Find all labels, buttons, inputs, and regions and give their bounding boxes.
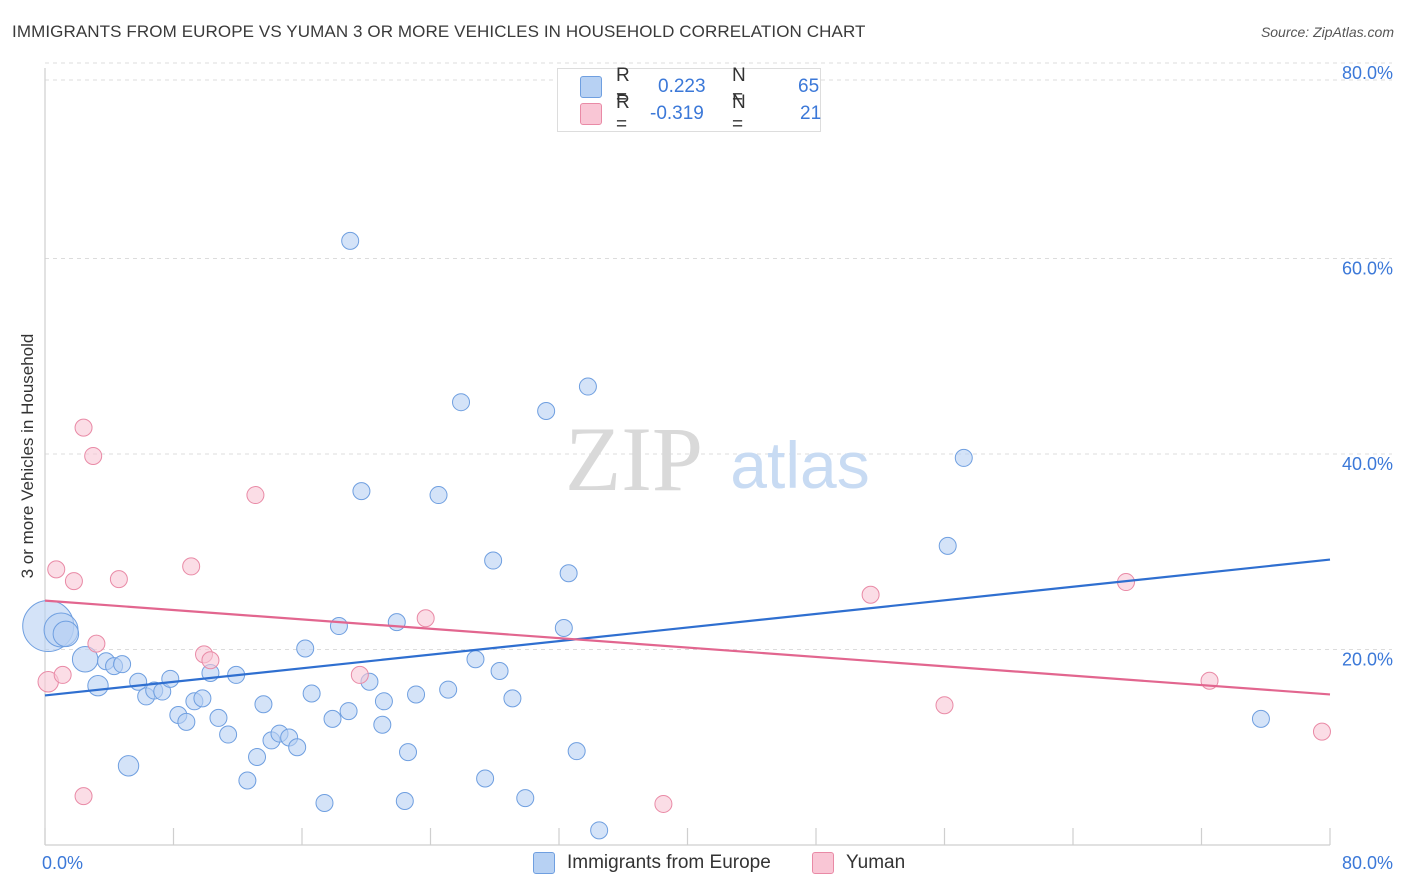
yuman-trend-line [44, 599, 1331, 696]
legend-r-label: R = [616, 65, 630, 108]
legend-n-label: N = [732, 92, 746, 135]
europe-point [395, 792, 414, 811]
x-tick-label: 80.0% [1342, 853, 1393, 873]
europe-point [352, 482, 371, 501]
europe-point [399, 743, 418, 762]
yuman-point [74, 418, 93, 437]
europe-point [578, 377, 597, 396]
legend-item-europe: Immigrants from Europe [533, 852, 771, 874]
chart-source: Source: ZipAtlas.com [1260, 24, 1394, 40]
europe-point [374, 692, 393, 711]
legend-n-label: N = [732, 65, 746, 108]
legend-swatch-europe [580, 76, 602, 98]
yuman-point [201, 651, 220, 670]
europe-point [315, 793, 334, 812]
legend-n-value: 65 [798, 76, 820, 97]
yuman-point [182, 557, 201, 576]
europe-point [373, 715, 392, 734]
legend-n-value: 21 [800, 103, 822, 124]
europe-point [87, 674, 109, 697]
yuman-point [935, 696, 954, 715]
yuman-point [861, 585, 880, 604]
europe-point [559, 564, 578, 583]
correlation-legend: R = 0.223 N = 65 R = -0.319 N = 21 [557, 65, 822, 135]
europe-point [439, 680, 458, 699]
europe-point [254, 695, 273, 714]
yuman-point [47, 560, 66, 579]
europe-point [193, 689, 212, 708]
yuman-point [87, 634, 106, 653]
europe-point [339, 702, 358, 721]
legend-item-yuman: Yuman [812, 852, 905, 874]
yuman-point [84, 446, 103, 465]
europe-point [209, 708, 228, 727]
legend-swatch-europe [533, 852, 555, 874]
europe-point [113, 655, 132, 674]
legend-r-label: R = [616, 92, 630, 135]
legend-swatch-yuman [812, 852, 834, 874]
yuman-point [109, 570, 128, 589]
europe-point [177, 712, 196, 731]
europe-point [161, 669, 180, 688]
europe-point [938, 536, 957, 555]
yuman-point [246, 486, 265, 505]
europe-point [302, 684, 321, 703]
axes [44, 68, 1331, 846]
grid-lines [45, 62, 1392, 650]
europe-point [1251, 709, 1270, 728]
europe-trend-line [44, 558, 1331, 697]
europe-point [590, 821, 609, 840]
legend-swatch-yuman [580, 103, 602, 125]
europe-point [484, 551, 503, 570]
europe-point [466, 650, 485, 669]
europe-point [329, 617, 348, 636]
data-points [22, 231, 1331, 840]
europe-point [429, 486, 448, 505]
europe-point [954, 448, 973, 467]
y-tick-label: 80.0% [1342, 63, 1393, 83]
europe-point [407, 685, 426, 704]
europe-point [323, 709, 342, 728]
europe-point [554, 618, 573, 637]
y-tick-label: 40.0% [1342, 454, 1393, 474]
europe-point [52, 620, 80, 648]
trend-lines [44, 558, 1331, 697]
europe-point [387, 613, 406, 632]
watermark-zip: ZIP [565, 408, 703, 510]
europe-point [248, 748, 267, 767]
yuman-point [416, 609, 435, 628]
europe-point [516, 789, 535, 808]
europe-point [288, 738, 307, 757]
chart-title: IMMIGRANTS FROM EUROPE VS YUMAN 3 OR MOR… [12, 22, 866, 41]
legend-label-europe: Immigrants from Europe [567, 852, 771, 873]
europe-point [238, 771, 257, 790]
x-tick-label: 0.0% [42, 853, 83, 873]
europe-point [219, 725, 238, 744]
yuman-point [74, 787, 93, 806]
europe-point [341, 231, 360, 250]
legend-r-value: -0.319 [650, 103, 704, 124]
yuman-point [53, 665, 72, 684]
europe-point [503, 689, 522, 708]
europe-point [296, 639, 315, 658]
europe-point [567, 742, 586, 761]
y-tick-label: 20.0% [1342, 650, 1393, 670]
tick-labels: 20.0% 40.0% 60.0% 80.0% 0.0% 80.0% [42, 63, 1393, 873]
europe-point [117, 755, 140, 777]
yuman-point [64, 572, 83, 591]
yuman-point [350, 665, 369, 684]
yuman-point [1312, 722, 1331, 741]
y-axis-label: 3 or more Vehicles in Household [18, 333, 37, 579]
europe-point [537, 401, 556, 420]
europe-point [452, 393, 471, 412]
legend-label-yuman: Yuman [846, 852, 906, 873]
watermark-atlas: atlas [730, 428, 869, 502]
europe-point [476, 769, 495, 788]
legend-r-value: 0.223 [658, 76, 706, 97]
europe-point [490, 662, 509, 681]
yuman-point [654, 794, 673, 813]
y-tick-label: 60.0% [1342, 259, 1393, 279]
